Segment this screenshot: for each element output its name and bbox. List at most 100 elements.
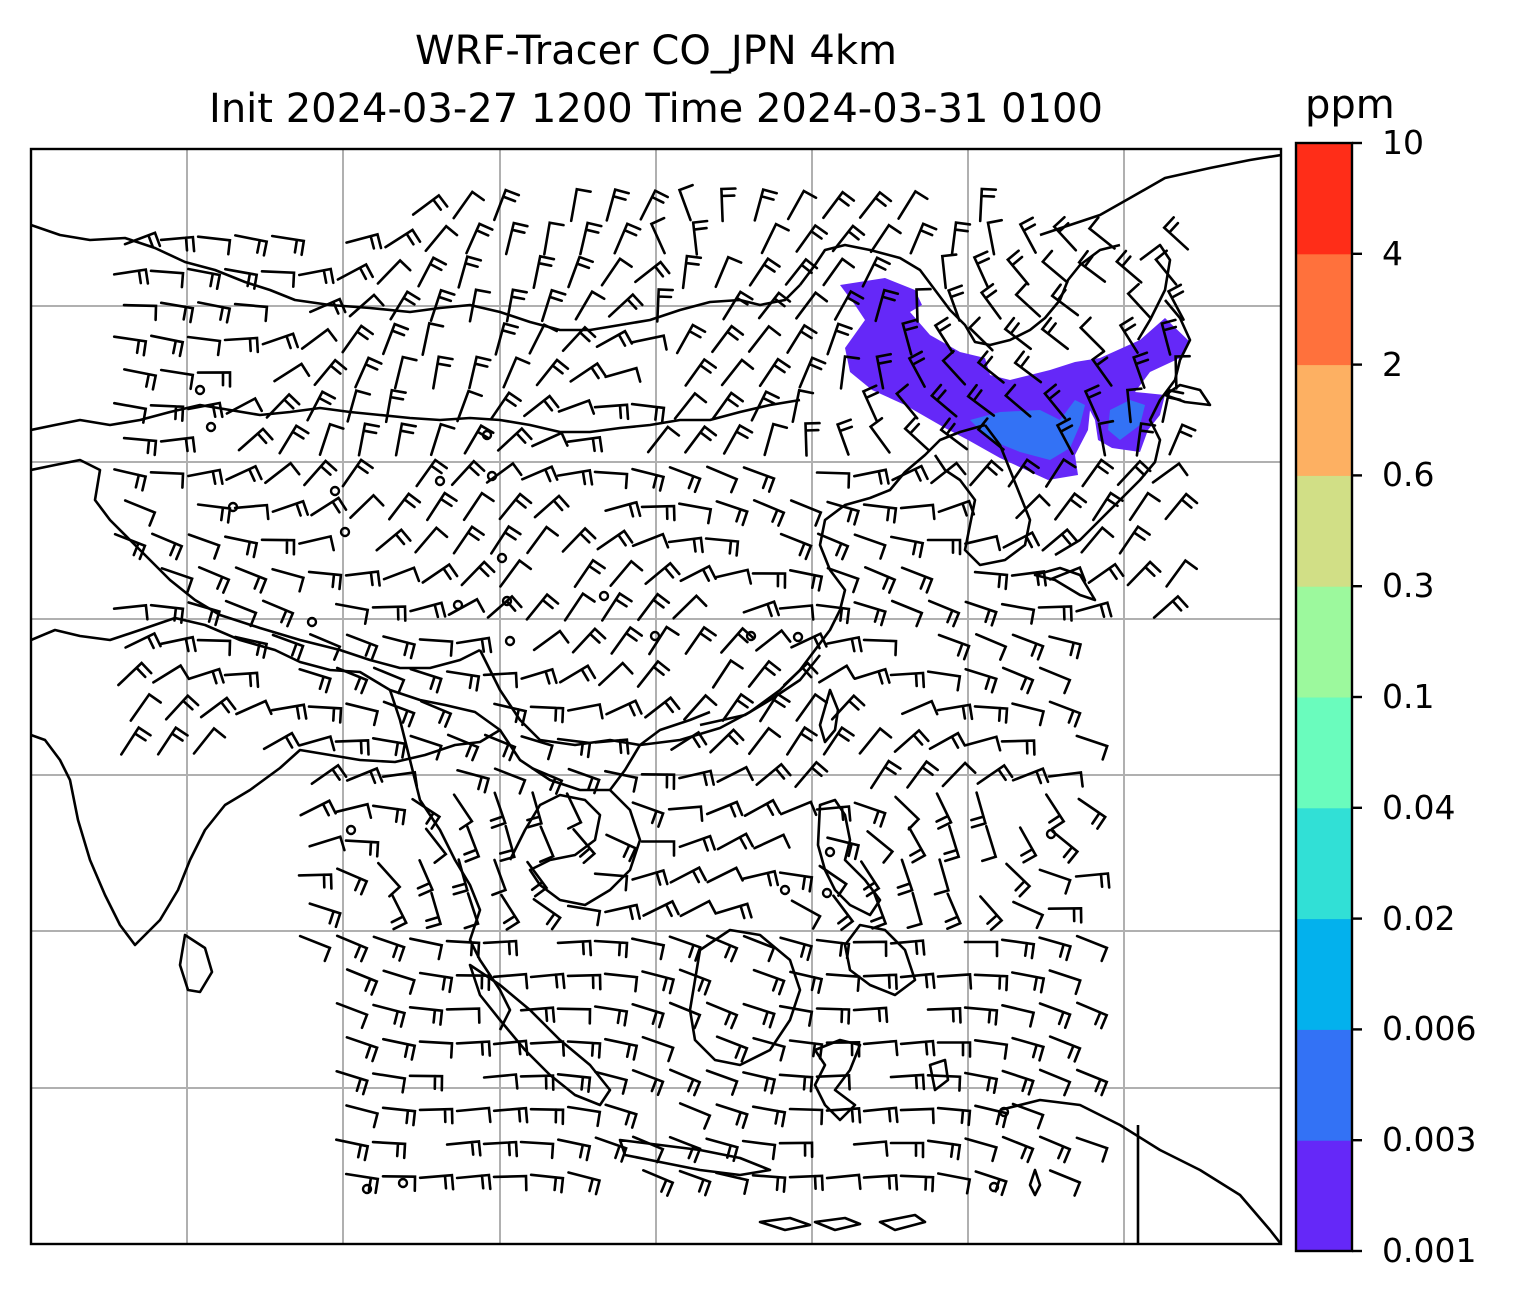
wind-barb (678, 769, 715, 787)
co-tracer-plume (840, 278, 1190, 480)
wind-barb (825, 973, 861, 992)
wind-barb (233, 302, 269, 323)
wind-barb (901, 699, 939, 716)
wind-barb (1174, 354, 1191, 390)
wind-barb (112, 335, 148, 357)
wind-barb (409, 667, 443, 694)
wind-barb (747, 659, 782, 688)
wind-barb (720, 358, 755, 387)
wind-barb (853, 601, 887, 627)
wind-barb (483, 733, 517, 762)
wind-barb (600, 256, 633, 287)
wind-barb (348, 293, 385, 318)
wind-barb (298, 267, 335, 285)
wind-barb (822, 190, 856, 220)
wind-barb (123, 368, 158, 391)
wind-barb (981, 824, 998, 863)
wind-barb (604, 903, 641, 921)
wind-barb (716, 832, 754, 851)
wind-barb (335, 1070, 369, 1096)
wind-barb (149, 404, 185, 422)
wind-barb (455, 974, 491, 991)
wind-barb (757, 291, 792, 320)
wind-barb (605, 188, 630, 222)
wind-barb (634, 260, 671, 284)
wind-barb (604, 366, 642, 383)
wind-barb (543, 221, 565, 256)
map-title-line-2: Init 2024-03-27 1200 Time 2024-03-31 010… (209, 86, 1103, 132)
wind-barb (818, 664, 856, 684)
wind-barb (271, 499, 309, 517)
wind-barb (964, 667, 998, 694)
wind-barb (1132, 351, 1150, 389)
wind-barb (260, 538, 296, 556)
wind-barb (1002, 530, 1040, 549)
wind-barb (424, 224, 459, 253)
wind-barb (489, 791, 507, 829)
wind-barb (815, 805, 852, 822)
wind-barb (490, 524, 522, 555)
wind-barb (656, 288, 674, 323)
wind-barb (641, 1035, 675, 1063)
wind-barb (521, 464, 559, 483)
wind-barb (1126, 282, 1152, 319)
colorbar-tick-label: 0.006 (1382, 1009, 1477, 1049)
wind-barb (605, 833, 638, 863)
wind-barb (630, 402, 666, 424)
wind-barb (539, 825, 555, 863)
wind-barb (113, 401, 148, 424)
wind-barb (1051, 830, 1080, 864)
wind-barb (706, 866, 744, 884)
wind-barb (278, 424, 310, 455)
wind-barb (382, 700, 416, 728)
wind-barb (899, 972, 936, 990)
wind-barb (345, 1036, 379, 1063)
wind-barb (345, 232, 383, 250)
wind-barb (463, 892, 480, 930)
wind-barb (409, 937, 444, 961)
wind-barb (862, 1106, 899, 1124)
wind-barb (866, 830, 895, 864)
wind-barb (502, 356, 531, 389)
wind-barb (573, 558, 606, 588)
wind-barb (566, 904, 602, 927)
wind-barb (357, 422, 381, 457)
wind-barb (371, 1140, 407, 1160)
wind-barb (192, 726, 227, 755)
wind-barb (533, 494, 570, 519)
wind-barb (763, 422, 789, 457)
colorbar-segment (1296, 143, 1352, 255)
wind-barb (1012, 900, 1045, 930)
wind-barb (381, 1106, 417, 1127)
wind-barb (715, 568, 753, 585)
wind-barb (642, 1169, 675, 1197)
wind-barb (499, 558, 533, 588)
wind-barb (869, 223, 902, 254)
wind-barb (779, 936, 813, 962)
wind-barb (335, 1138, 370, 1162)
map-title-line-1: WRF-Tracer CO_JPN 4km (415, 28, 897, 74)
wind-barb (381, 770, 419, 788)
wind-barb (1128, 491, 1161, 522)
wind-barb (711, 658, 744, 689)
wind-barb (673, 391, 708, 420)
wind-barb (890, 599, 924, 628)
wind-barb (669, 1068, 702, 1097)
wind-barb (826, 836, 861, 861)
wind-barb (937, 1172, 972, 1195)
wind-barb (224, 599, 258, 628)
wind-barb (1076, 1001, 1109, 1030)
wind-barb (336, 262, 374, 281)
wind-barb (644, 695, 681, 719)
wind-barb (870, 759, 902, 790)
wind-barb (964, 600, 998, 627)
wind-barb (306, 390, 337, 422)
wind-barb (1048, 1035, 1082, 1063)
wind-barb (120, 725, 152, 756)
wind-barb (670, 730, 708, 751)
wind-barb (1011, 1102, 1045, 1130)
wind-barb (897, 189, 929, 220)
wind-barb (604, 1103, 638, 1129)
colorbar-tick-label: 0.04 (1382, 787, 1456, 827)
wind-barb (783, 661, 819, 687)
